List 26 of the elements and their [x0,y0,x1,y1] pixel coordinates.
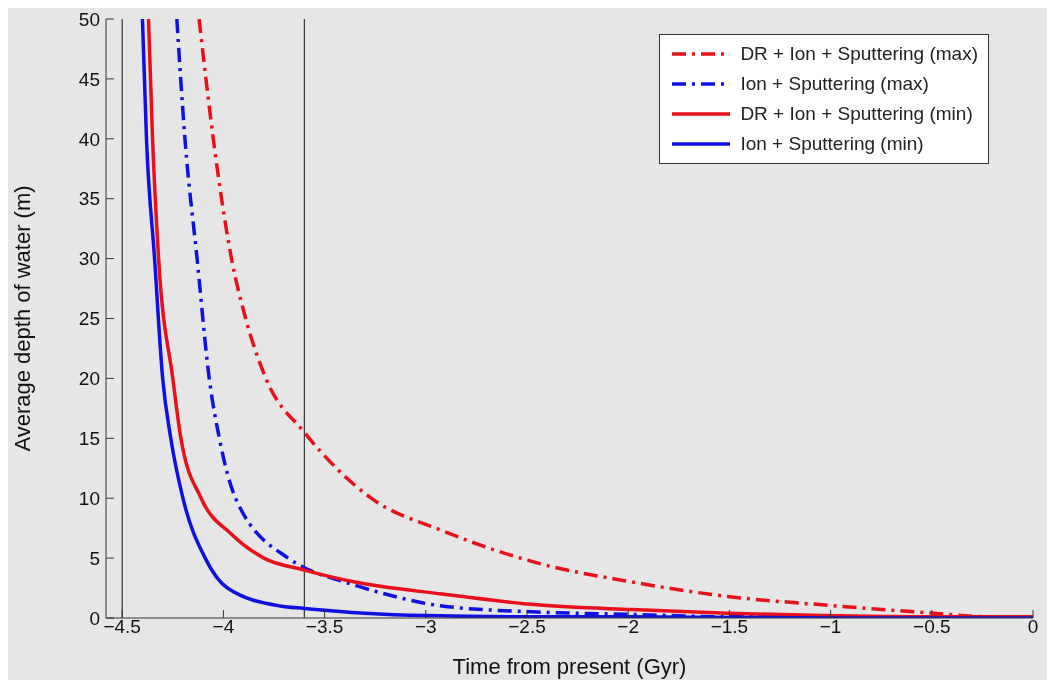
x-tick-label: −3 [414,616,437,638]
y-tick-label: 5 [89,547,100,569]
y-axis-title: Average depth of water (m) [9,185,35,452]
x-tick-label: −2 [617,616,640,638]
y-tick-label: 10 [78,487,100,509]
legend-label: Ion + Sputtering (max) [740,73,929,95]
y-tick-label: 30 [78,248,100,270]
y-tick-label: 50 [78,8,100,30]
y-tick-label: 15 [78,428,100,450]
x-tick-label: 0 [1027,616,1039,638]
legend-label: DR + Ion + Sputtering (min) [740,103,973,125]
x-tick-label: −4 [212,616,235,638]
y-tick-label: 40 [78,128,100,150]
x-tick-label: −3.5 [305,616,344,638]
y-tick-label: 20 [78,368,100,390]
y-tick-label: 45 [78,68,100,90]
legend-label: DR + Ion + Sputtering (max) [740,43,978,65]
x-tick-label: −0.5 [913,616,951,638]
x-tick-label: −2.5 [508,616,546,638]
y-tick-label: 35 [78,188,100,210]
x-tick-label: −4.5 [103,616,141,638]
x-axis-title: Time from present (Gyr) [452,654,687,679]
x-tick-label: −1 [819,616,842,638]
y-tick-label: 25 [78,308,100,330]
legend-label: Ion + Sputtering (min) [740,133,924,155]
x-tick-label: −1.5 [710,616,749,638]
